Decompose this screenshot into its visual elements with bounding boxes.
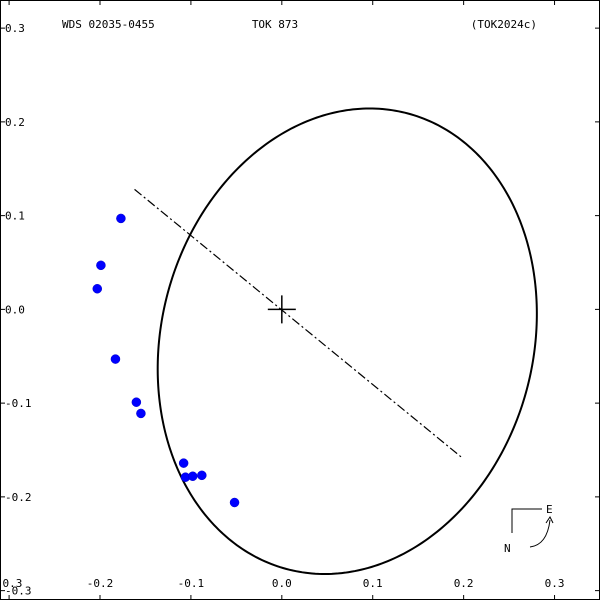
orientation-axes — [511, 508, 542, 533]
x-tick-label: -0.2 — [87, 577, 114, 590]
header-left: WDS 02035-0455 — [62, 18, 155, 31]
observation-point — [96, 260, 106, 271]
observation-point — [229, 497, 240, 508]
y-tick-label: -0.1 — [5, 397, 32, 410]
x-tick-label: 0.3 — [545, 577, 565, 590]
x-tick-label: 0.0 — [272, 577, 292, 590]
x-tick-label: 0.2 — [454, 577, 474, 590]
y-tick-label: 0.0 — [5, 303, 25, 316]
observations-layer — [92, 213, 240, 508]
y-tick-label: 0.1 — [5, 210, 25, 223]
observation-point — [187, 471, 198, 481]
primary-star-layer — [267, 295, 296, 324]
orbit-ellipse — [156, 107, 538, 575]
rotation-arc — [529, 519, 551, 548]
y-tick-label: -0.3 — [5, 585, 32, 598]
east-label: E — [546, 503, 553, 516]
y-tick-label: -0.2 — [5, 491, 32, 504]
observation-point — [136, 408, 146, 419]
observation-point — [178, 458, 189, 468]
y-tick-label: 0.3 — [5, 22, 25, 35]
y-tick-label: 0.2 — [5, 116, 25, 129]
rotation-arrow-icon — [545, 516, 554, 524]
observation-point — [197, 470, 207, 481]
orbit-ellipse-layer — [156, 107, 538, 575]
observation-point — [116, 213, 126, 224]
observation-point — [131, 397, 142, 407]
header-right: (TOK2024c) — [471, 18, 537, 31]
header-center: TOK 873 — [252, 18, 298, 31]
observation-point — [92, 284, 103, 294]
x-tick-label: -0.3 — [0, 577, 22, 590]
observation-point — [110, 354, 121, 364]
north-label: N — [504, 542, 511, 555]
x-tick-label: -0.1 — [178, 577, 205, 590]
line-of-nodes-layer — [134, 188, 463, 458]
orientation-indicator: E N — [504, 503, 554, 555]
line-of-nodes — [134, 188, 463, 458]
x-tick-label: 0.1 — [363, 577, 383, 590]
